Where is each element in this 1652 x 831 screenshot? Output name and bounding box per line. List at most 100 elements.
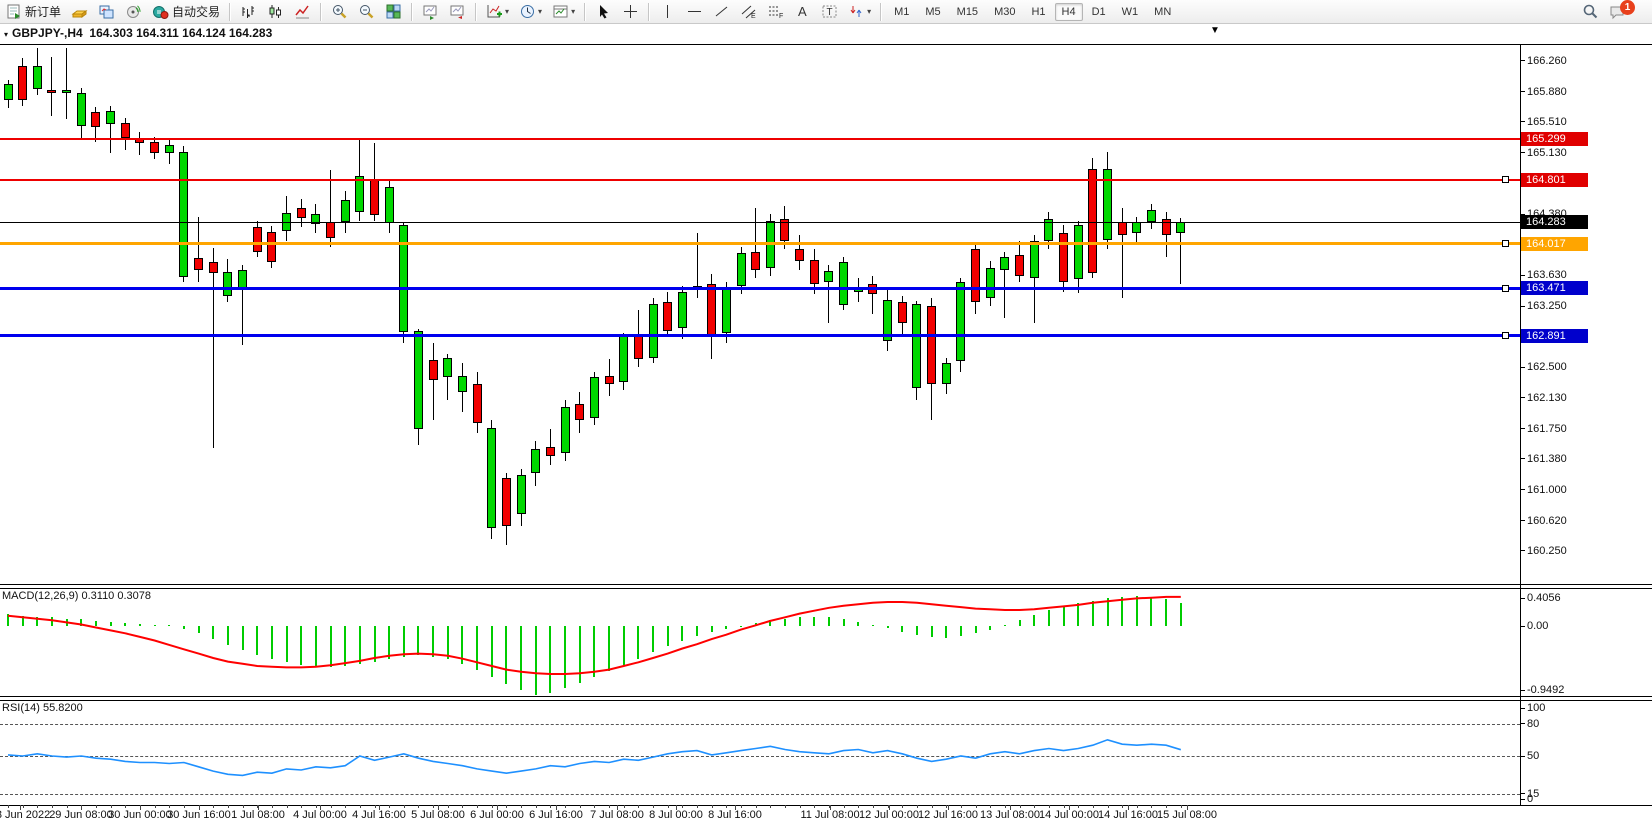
chart-shift-button[interactable] [445,1,470,23]
macd-histogram-bar [285,626,288,663]
horizontal-level-line[interactable] [0,138,1520,141]
crosshair-button[interactable] [618,1,643,23]
chevron-down-icon[interactable]: ▾ [538,7,543,16]
timeframe-button-m15[interactable]: M15 [956,5,979,18]
tile-windows-button[interactable] [381,1,406,23]
macd-histogram-bar [226,626,229,645]
rsi-axis-label: 80 [1527,717,1540,730]
horizontal-level-line[interactable] [0,334,1520,338]
timeframe-button-h4[interactable]: H4 [1054,2,1083,21]
macd-histogram-bar [740,626,742,627]
candlestick [457,375,467,392]
candlestick [824,271,834,282]
time-minor-tick [1122,805,1124,808]
trendline-button[interactable] [709,1,734,23]
market-watch-button[interactable] [67,1,92,23]
time-minor-tick [550,805,552,808]
time-axis-label: 14 Jul 16:00 [1098,809,1158,821]
text-button[interactable]: A [790,1,815,23]
candle-wick [1004,251,1006,319]
macd-histogram-bar [959,626,962,637]
candlestick [751,251,761,270]
auto-trading-button[interactable]: 自动交易 [148,1,224,23]
price-axis-tick [1520,121,1525,123]
bar-chart-button[interactable] [236,1,261,23]
time-major-tick [379,805,380,810]
timeframe-button-m1[interactable]: M1 [894,5,910,18]
data-window-button[interactable] [94,1,119,23]
indicators-button[interactable]: ▾ [482,1,513,23]
indicators-icon [486,3,503,20]
macd-histogram-bar [314,626,317,666]
candlestick [179,152,189,277]
candlestick-button[interactable] [263,1,288,23]
candlestick [883,299,893,342]
current-price-line [0,221,1520,223]
price-axis-label: 160.620 [1527,514,1567,527]
templates-button[interactable]: ▾ [548,1,579,23]
zoom-in-button[interactable] [327,1,352,23]
timeframe-button-w1[interactable]: W1 [1121,5,1139,18]
toolbar-separator [475,2,478,21]
cursor-button[interactable] [591,1,616,23]
time-minor-tick [491,805,493,808]
rsi-level-line [0,756,1520,757]
macd-histogram-bar [681,626,684,641]
time-minor-tick [271,805,273,808]
timeframe-button-m30[interactable]: M30 [994,5,1016,18]
line-chart-button[interactable] [290,1,315,23]
label-button[interactable]: T [817,1,842,23]
macd-histogram-bar [182,626,185,629]
line-handle[interactable] [1502,284,1509,292]
timeframe-button-h1[interactable]: H1 [1031,5,1046,18]
price-axis-tick [1520,213,1525,215]
rsi-axis-tick [1520,755,1525,757]
time-major-tick [617,805,618,810]
zoom-out-button[interactable] [354,1,379,23]
candlestick [267,232,277,263]
macd-histogram-bar [564,626,567,688]
time-minor-tick [183,805,185,808]
line-handle[interactable] [1502,332,1509,340]
horizontal-level-line[interactable] [0,286,1520,290]
time-axis-label: 12 Jul 16:00 [918,809,978,821]
autoscroll-button[interactable] [418,1,443,23]
signals-button[interactable] [121,1,146,23]
time-major-tick [889,805,890,810]
line-handle[interactable] [1502,176,1509,184]
chevron-down-icon[interactable]: ▾ [571,7,576,16]
candlestick [604,375,614,384]
search-button[interactable] [1578,1,1603,23]
toolbar-separator [648,2,651,21]
chart-shift-icon [449,3,466,20]
horizontal-level-line[interactable] [0,178,1520,181]
time-minor-tick [741,805,742,808]
timeframe-button-m5[interactable]: M5 [925,5,941,18]
time-minor-tick [359,805,361,808]
time-minor-tick [902,805,904,808]
timeframe-button-mn[interactable]: MN [1154,5,1172,18]
main-macd-divider[interactable] [0,584,1652,589]
price-level-badge: 164.017 [1521,236,1588,251]
macd-histogram-bar [549,626,552,693]
arrows-button[interactable]: ▾ [844,1,875,23]
channel-button[interactable]: E [736,1,761,23]
line-handle[interactable] [1502,240,1509,248]
horizontal-level-line[interactable] [0,242,1520,246]
time-minor-tick [770,805,772,808]
horizontal-line-button[interactable] [682,1,707,23]
candlestick [208,262,218,273]
periods-button[interactable]: ▾ [515,1,546,23]
chevron-down-icon[interactable]: ▾ [867,7,872,16]
vertical-line-button[interactable] [655,1,680,23]
macd-rsi-divider[interactable] [0,696,1652,701]
chart-shift-marker-icon[interactable]: ▼ [1210,25,1220,36]
chart-menu-icon[interactable]: ▾ [4,30,9,39]
time-minor-tick [154,805,156,808]
new-order-button[interactable]: 新订单 [1,1,65,23]
chat-button[interactable]: 1 [1605,0,1645,23]
timeframe-button-d1[interactable]: D1 [1091,5,1106,18]
chevron-down-icon[interactable]: ▾ [505,7,510,16]
fibonacci-button[interactable]: F [763,1,788,23]
